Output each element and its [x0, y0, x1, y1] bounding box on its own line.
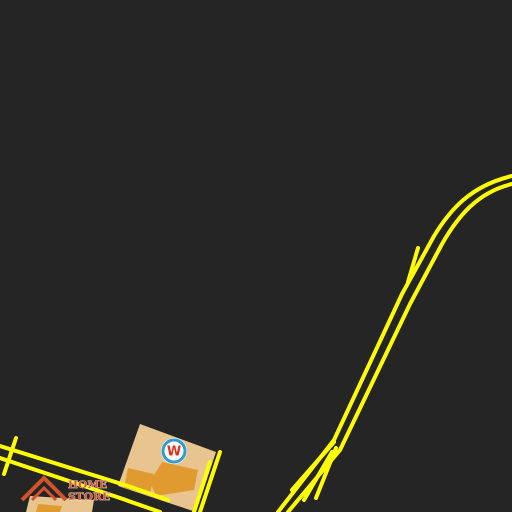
store-logo-line1: HOME [68, 479, 108, 491]
highway-lane-inner [286, 182, 512, 512]
highway-ramp-mid [302, 450, 334, 502]
highway-ramp-right [314, 446, 338, 500]
home-store-logo[interactable]: HOME STORE [20, 475, 110, 503]
poi-marker-letter: W [167, 445, 181, 460]
store-logo-line2: STORE [68, 491, 110, 503]
poi-marker-ring [161, 438, 187, 464]
local-roads [0, 436, 222, 512]
street-west-vertical [2, 436, 18, 476]
highway [276, 174, 512, 512]
street-east-vertical [198, 450, 222, 512]
highway-ramp-short [406, 246, 420, 284]
highway-lane-outer [276, 174, 512, 512]
street-west-north [0, 444, 170, 502]
street-east-vertical-2 [192, 460, 212, 512]
building-south-wing [36, 504, 62, 512]
street-west-south [0, 456, 162, 512]
w-poi-icon[interactable]: W [161, 438, 187, 464]
house-roof-icon [20, 475, 68, 502]
building-main-wing [150, 462, 198, 496]
highway-ramp-left [290, 440, 336, 492]
